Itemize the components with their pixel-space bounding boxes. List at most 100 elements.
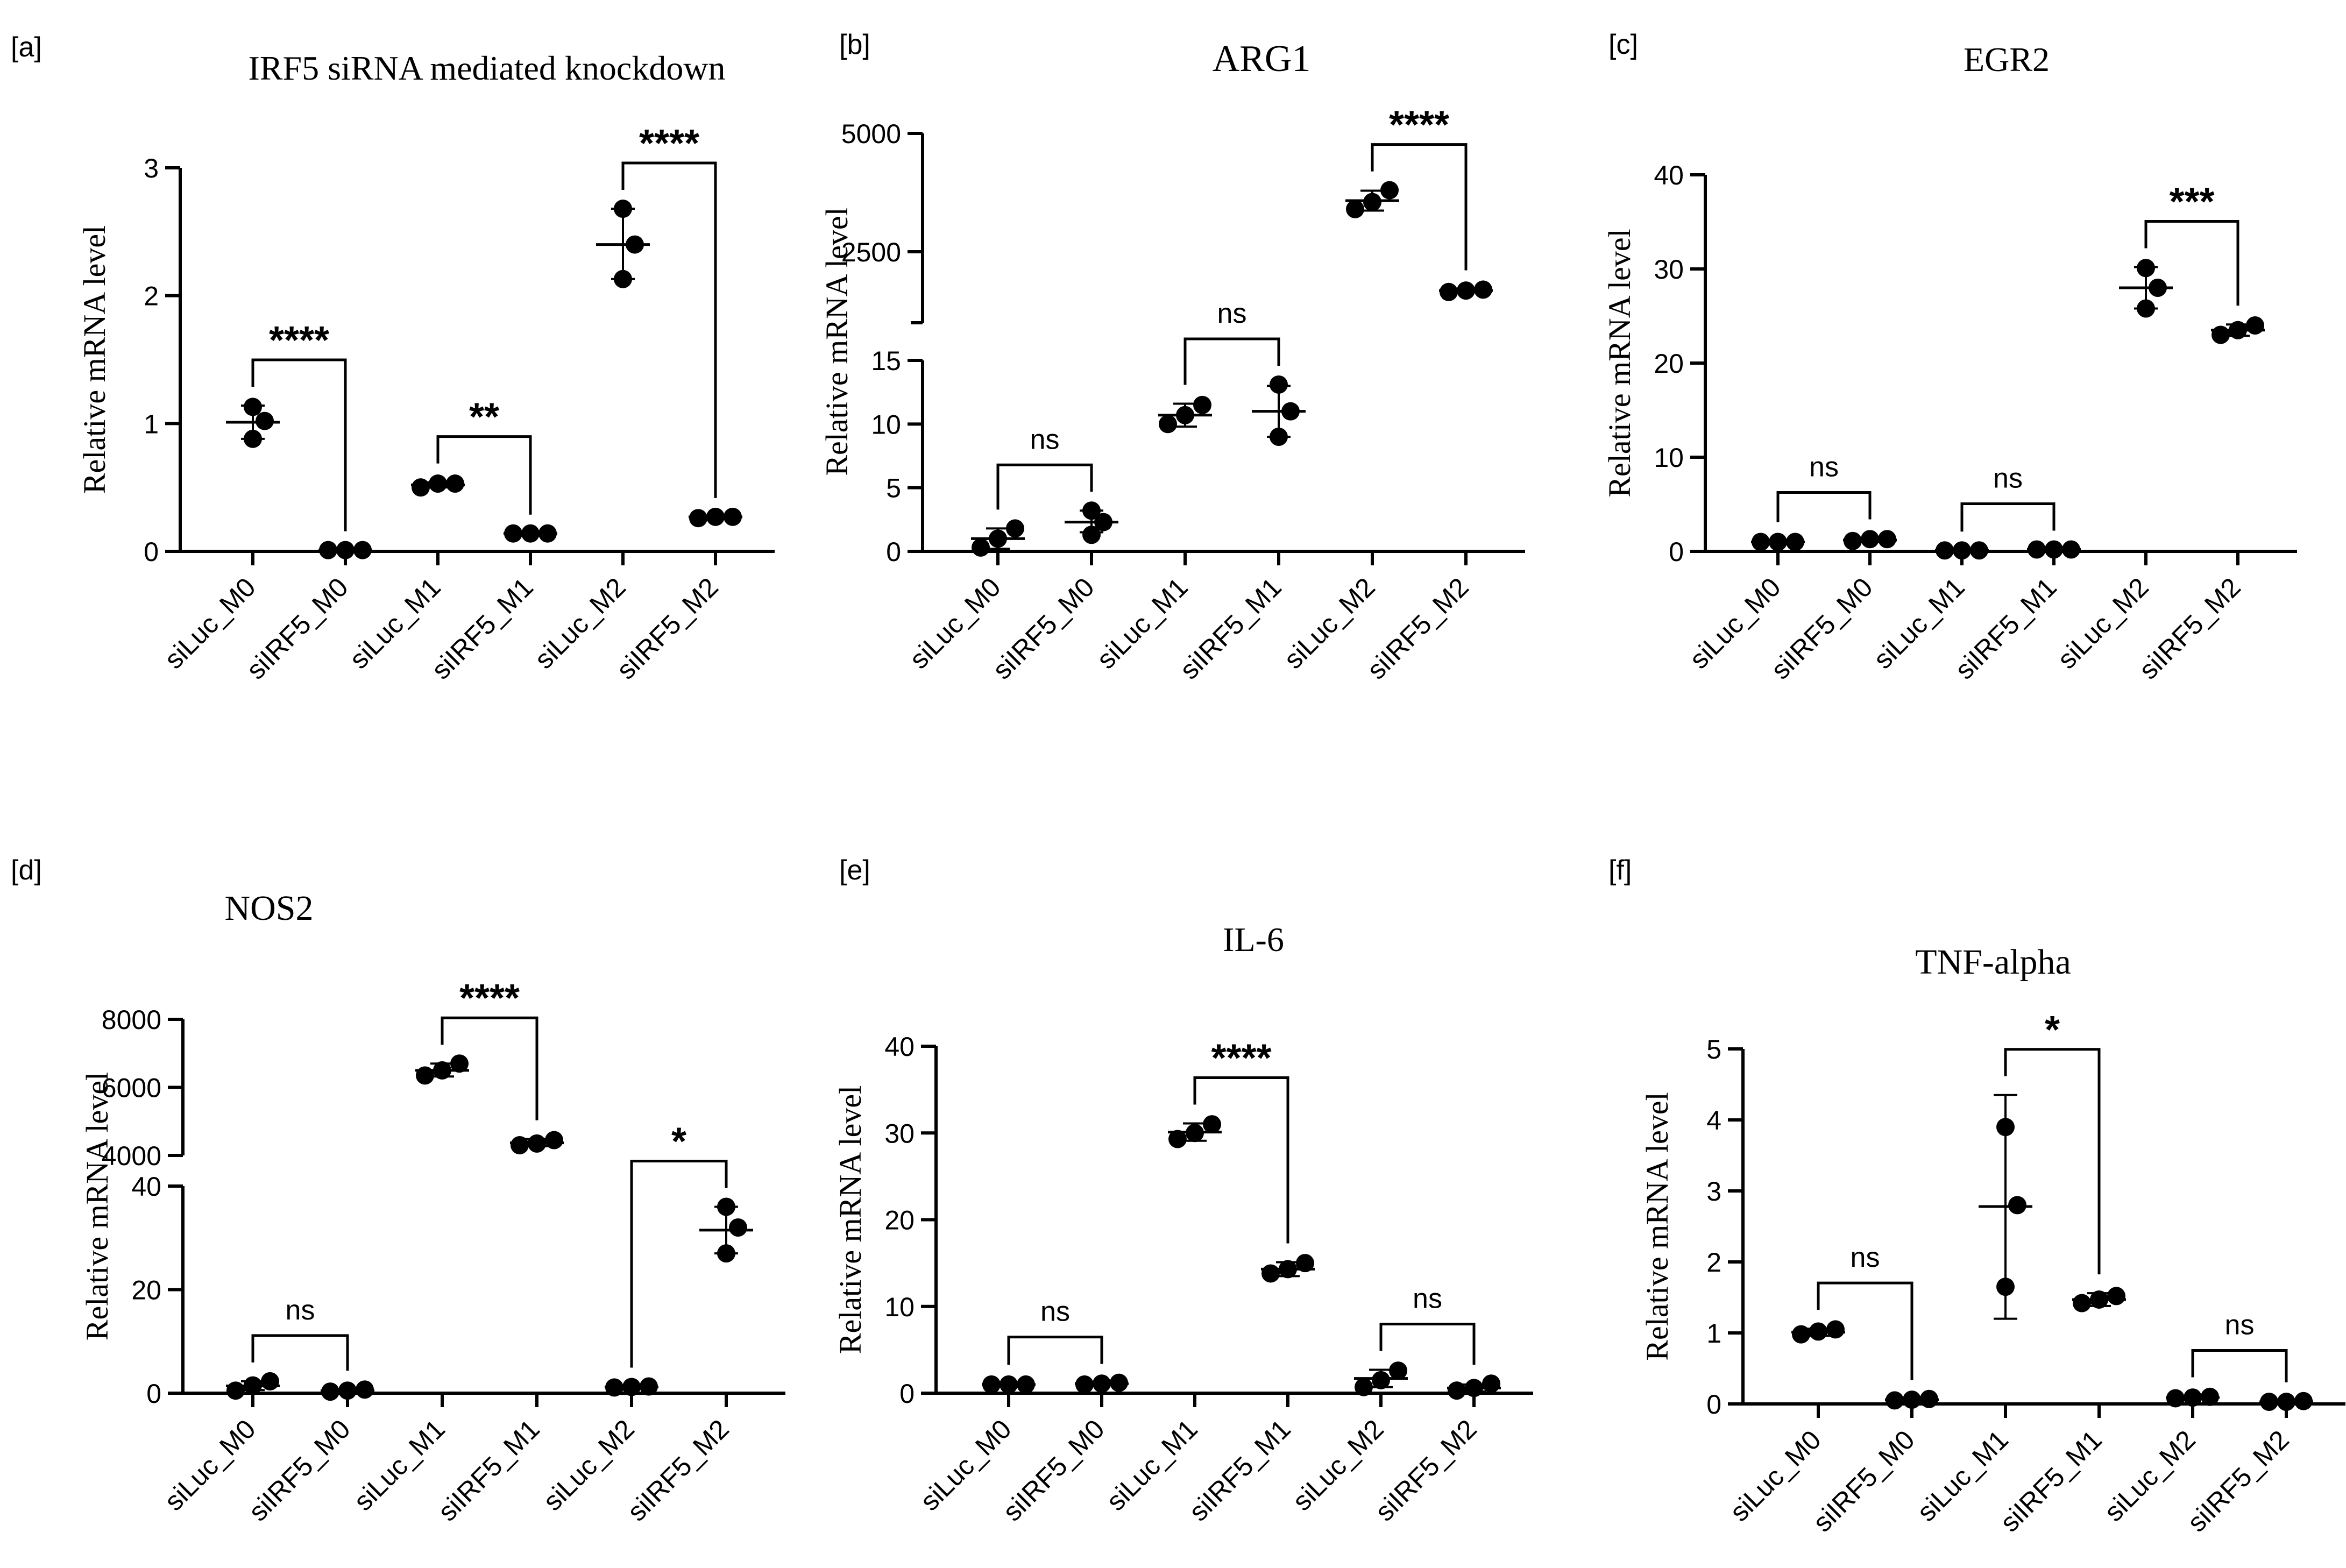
data-point (538, 524, 557, 543)
data-point (1094, 513, 1112, 531)
data-point (1920, 1389, 1938, 1408)
data-point (2166, 1389, 2185, 1408)
bracket-line (251, 358, 347, 531)
data-point (321, 1382, 339, 1401)
significance-label: ns (1851, 1242, 1880, 1273)
y-tick-label: 2 (1706, 1247, 1721, 1278)
y-tick-label: 10 (1654, 443, 1684, 473)
data-point (2107, 1287, 2125, 1306)
data-point (450, 1054, 469, 1073)
data-point (226, 1381, 245, 1400)
significance-label: **** (459, 977, 520, 1020)
x-tick-label: siLuc_M0 (159, 1414, 261, 1516)
data-point (1279, 1260, 1297, 1279)
y-tick-label: 30 (1654, 254, 1684, 285)
x-tick-label: siIRF5_M1 (1183, 1414, 1296, 1527)
data-point (244, 1376, 262, 1395)
bracket-line (2191, 1349, 2288, 1382)
significance-label: *** (2169, 181, 2214, 224)
bracket-line (1183, 337, 1280, 385)
data-point (1953, 541, 1971, 560)
significance-bracket: ns (1007, 1296, 1103, 1365)
y-tick-label: 5000 (841, 119, 901, 149)
significance-bracket: ** (436, 396, 532, 515)
significance-label: * (671, 1120, 686, 1163)
bracket-line (1371, 143, 1468, 271)
y-tick-label: 2500 (841, 237, 901, 267)
data-point (1996, 1278, 2015, 1296)
data-point (2149, 279, 2167, 297)
y-axis-label: Relative mRNA level (77, 225, 112, 494)
y-tick-label: 40 (1654, 160, 1684, 190)
y-tick-label: 3 (1706, 1176, 1721, 1207)
data-point (1159, 415, 1177, 434)
data-point (2212, 325, 2230, 344)
y-tick-label: 40 (131, 1172, 161, 1202)
y-tick-label: 30 (884, 1118, 915, 1148)
significance-bracket: *** (2144, 181, 2239, 306)
significance-label: **** (269, 319, 329, 362)
data-point (989, 529, 1007, 548)
y-tick-label: 0 (146, 1379, 161, 1409)
y-tick-label: 8000 (102, 1005, 161, 1035)
significance-label: **** (1389, 104, 1449, 147)
data-point (1355, 1378, 1373, 1396)
x-tick-label: siIRF5_M0 (1765, 572, 1879, 685)
bracket-line (621, 161, 717, 498)
data-point (429, 474, 447, 493)
data-point (1474, 280, 1492, 299)
x-tick-label: siIRF5_M2 (1361, 572, 1475, 685)
panel-label: [a] (11, 32, 42, 63)
data-point (2277, 1393, 2295, 1411)
data-point (2294, 1392, 2313, 1410)
data-point (982, 1375, 1001, 1394)
y-tick-label: 0 (144, 537, 159, 567)
y-tick-label: 2 (144, 281, 159, 311)
data-point (1270, 428, 1288, 446)
y-tick-label: 10 (884, 1292, 915, 1322)
x-tick-label: siIRF5_M0 (1807, 1424, 1920, 1538)
data-point (244, 398, 262, 416)
data-point (1809, 1322, 1827, 1341)
y-tick-label: 4 (1706, 1105, 1721, 1136)
bracket-line (1817, 1281, 1913, 1380)
data-point (545, 1131, 563, 1150)
data-point (1996, 1118, 2015, 1137)
data-point (689, 509, 707, 528)
bracket-line (251, 1334, 349, 1371)
significance-bracket: ns (1776, 452, 1872, 522)
x-tick-label: siIRF5_M2 (2181, 1424, 2295, 1538)
bracket-line (436, 435, 532, 515)
y-tick-label: 0 (1669, 537, 1684, 567)
significance-label: **** (639, 122, 699, 165)
data-point (504, 524, 522, 543)
x-tick-label: siIRF5_M1 (432, 1414, 545, 1527)
y-tick-label: 0 (899, 1379, 915, 1409)
significance-bracket: ns (1379, 1283, 1476, 1365)
data-point (1372, 1371, 1390, 1389)
data-point (336, 541, 355, 559)
data-point (1886, 1391, 1904, 1410)
data-point (605, 1378, 623, 1397)
bracket-line (1960, 502, 2056, 532)
x-tick-label: siIRF5_M1 (1174, 572, 1287, 685)
significance-bracket: ns (2191, 1309, 2288, 1382)
data-point (1465, 1379, 1483, 1397)
data-point (614, 269, 632, 288)
x-tick-label: siIRF5_M0 (243, 1414, 356, 1527)
y-axis-label: Relative mRNA level (1640, 1092, 1675, 1360)
data-point (1792, 1325, 1810, 1344)
data-point (1844, 531, 1862, 550)
y-axis-label: Relative mRNA level (833, 1085, 868, 1354)
data-point (1389, 1361, 1407, 1380)
data-point (1970, 541, 1988, 560)
y-tick-label: 15 (871, 346, 901, 376)
significance-label: **** (1211, 1037, 1271, 1080)
data-point (2201, 1387, 2219, 1406)
data-point (1110, 1373, 1128, 1392)
y-tick-label: 1 (1706, 1318, 1721, 1349)
data-point (1936, 541, 1954, 560)
data-point (1075, 1375, 1094, 1394)
